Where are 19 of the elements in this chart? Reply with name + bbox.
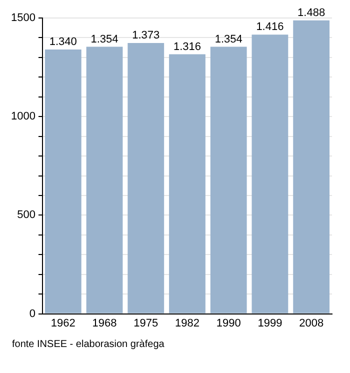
source-note: fonte INSEE - elaborasion gràfega xyxy=(12,339,166,350)
x-tick-label: 1962 xyxy=(50,317,76,330)
data-label: 1.354 xyxy=(214,33,242,46)
data-label: 1.488 xyxy=(298,6,326,19)
x-tick-label: 1975 xyxy=(134,317,158,330)
y-tick-label: 1500 xyxy=(10,12,36,24)
data-label: 1.373 xyxy=(132,30,160,42)
x-tick-label: 1982 xyxy=(174,317,200,330)
x-tick-label: 2008 xyxy=(299,317,324,330)
data-label: 1.354 xyxy=(90,33,118,46)
y-tick-label: 1000 xyxy=(10,110,36,123)
data-label: 1.416 xyxy=(256,21,284,34)
x-tick-label: 1968 xyxy=(92,317,117,330)
y-tick-label: 500 xyxy=(17,209,36,222)
data-label: 1.316 xyxy=(173,40,201,53)
x-tick-label: 1990 xyxy=(216,317,241,330)
x-tick-label: 1999 xyxy=(258,317,282,330)
y-tick-label: 0 xyxy=(29,308,36,320)
data-label: 1.340 xyxy=(49,36,77,48)
